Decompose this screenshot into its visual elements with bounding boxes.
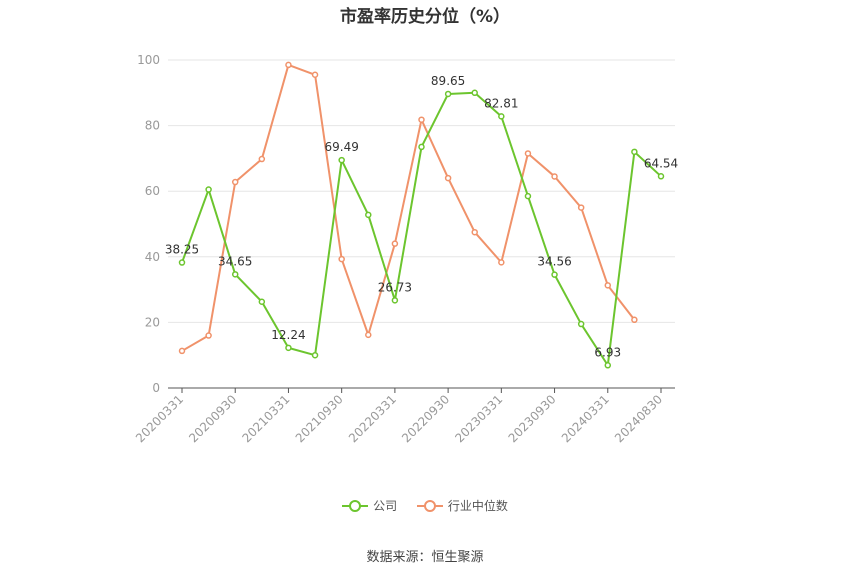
y-tick-label: 60 xyxy=(145,184,160,198)
company-point xyxy=(551,271,558,278)
company-point xyxy=(285,344,292,352)
company-point xyxy=(498,113,505,120)
company-point xyxy=(258,298,266,305)
industry-median-series-line xyxy=(181,63,636,352)
y-tick-label: 40 xyxy=(145,250,160,264)
company-point xyxy=(524,192,532,200)
company-point xyxy=(311,351,319,359)
company-point xyxy=(444,90,452,98)
company-point xyxy=(471,89,478,97)
industry-median-point xyxy=(231,178,239,186)
company-point xyxy=(604,362,612,369)
legend-industry-marker xyxy=(423,499,436,512)
company-point xyxy=(178,259,186,266)
x-tick-label: 20230930 xyxy=(506,392,559,445)
company-point xyxy=(231,271,239,278)
data-labels: 38.25 34.65 12.24 69.49 26.73 89.65 82.81 34.56… xyxy=(165,74,678,359)
x-tick-label: 20240331 xyxy=(559,392,612,445)
x-tick-label: 20210930 xyxy=(293,392,346,445)
x-tick-label: 20230331 xyxy=(452,392,505,445)
legend-industry-swatch xyxy=(416,499,443,513)
x-tick-label: 20200331 xyxy=(133,392,186,445)
data-source: 数据来源：恒生聚源 xyxy=(366,550,484,565)
industry-median-point xyxy=(444,174,452,182)
series-lines xyxy=(178,61,665,369)
industry-median-point xyxy=(418,116,425,123)
legend-item-company[interactable]: 公司 xyxy=(342,497,397,514)
industry-median-point xyxy=(205,332,212,339)
industry-median-point xyxy=(338,255,345,263)
industry-median-point xyxy=(471,228,478,236)
industry-median-point xyxy=(285,61,292,69)
company-point xyxy=(657,173,665,180)
y-tick-label: 0 xyxy=(152,381,160,395)
company-data-label: 26.73 xyxy=(378,280,412,294)
chart-title: 市盈率历史分位（%） xyxy=(339,7,511,27)
industry-median-point xyxy=(604,282,612,289)
company-data-label: 34.65 xyxy=(218,254,252,268)
company-point xyxy=(338,156,345,164)
company-data-label: 34.56 xyxy=(537,255,571,269)
industry-median-point xyxy=(631,316,638,324)
industry-median-point xyxy=(524,150,532,157)
legend-company-swatch xyxy=(342,499,369,513)
x-tick-label: 20220930 xyxy=(399,392,452,445)
company-data-label: 64.54 xyxy=(644,156,678,170)
legend-company-marker xyxy=(349,499,362,512)
grid-lines xyxy=(168,59,675,323)
industry-median-point xyxy=(311,71,319,79)
company-data-label: 89.65 xyxy=(431,74,465,88)
company-data-label: 82.81 xyxy=(484,96,518,110)
company-point xyxy=(418,143,425,151)
company-data-label: 69.49 xyxy=(324,140,358,154)
industry-median-point xyxy=(577,204,585,211)
company-data-label: 12.24 xyxy=(271,328,305,342)
legend-industry-label: 行业中位数 xyxy=(447,499,508,513)
industry-median-point xyxy=(391,240,399,247)
industry-median-point xyxy=(365,331,372,339)
company-point xyxy=(577,320,585,328)
x-tick-label: 20210331 xyxy=(239,392,292,445)
company-data-label: 6.93 xyxy=(594,345,621,359)
x-tick-label: 20220331 xyxy=(346,392,399,445)
company-data-label: 38.25 xyxy=(165,243,199,257)
y-tick-label: 100 xyxy=(137,53,160,67)
industry-median-point xyxy=(178,347,186,355)
company-point xyxy=(205,186,212,193)
legend-item-industry-median[interactable]: 行业中位数 xyxy=(416,497,508,514)
industry-median-point xyxy=(498,259,505,266)
industry-median-point xyxy=(551,173,558,180)
x-tick-label: 20200930 xyxy=(186,392,239,445)
legend: 公司 行业中位数 xyxy=(0,497,850,516)
legend-company-label: 公司 xyxy=(373,499,398,513)
company-point xyxy=(391,297,399,304)
industry-median-point xyxy=(258,155,266,163)
company-point xyxy=(631,148,638,156)
y-tick-label: 80 xyxy=(145,119,160,133)
company-point xyxy=(365,211,372,219)
x-tick-label: 20240830 xyxy=(612,392,665,445)
y-tick-label: 20 xyxy=(145,315,160,329)
